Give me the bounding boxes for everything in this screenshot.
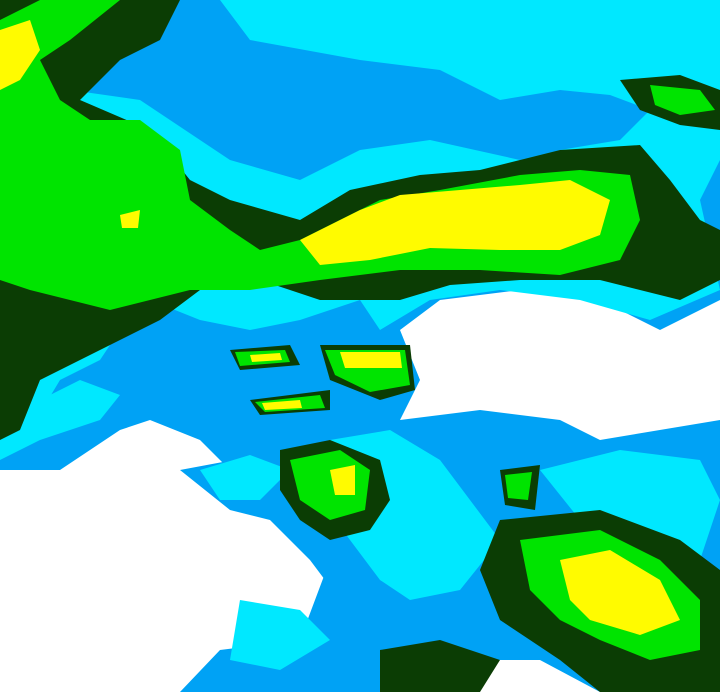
echo-yellow <box>300 180 610 265</box>
echo-yellow <box>330 465 355 495</box>
echo-cyan <box>540 450 720 560</box>
echo-green <box>505 472 532 500</box>
echo-yellow <box>560 550 680 635</box>
echo-yellow <box>340 352 402 368</box>
echo-cyan <box>0 380 120 460</box>
echo-dark-green <box>380 640 500 692</box>
echo-green <box>650 85 715 115</box>
echo-cyan <box>200 455 290 500</box>
echo-yellow <box>262 400 302 410</box>
echo-yellow <box>250 353 282 362</box>
echo-yellow <box>120 210 140 228</box>
echo-yellow <box>0 20 40 90</box>
echo-cyan <box>420 0 560 20</box>
echo-cyan <box>230 600 330 670</box>
